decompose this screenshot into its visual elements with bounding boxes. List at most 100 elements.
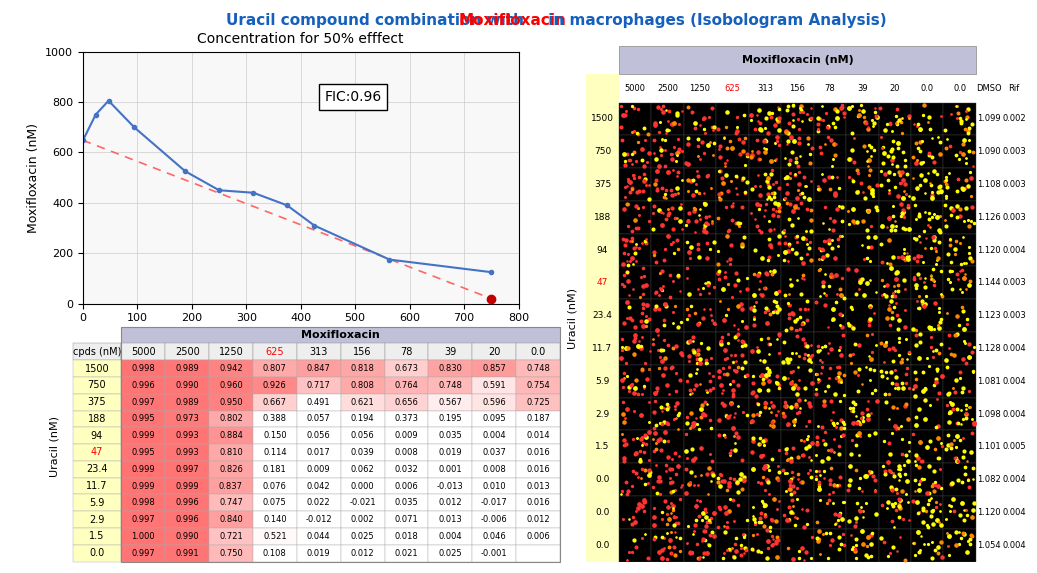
Bar bbox=[516, 410, 560, 427]
Bar bbox=[619, 234, 651, 266]
Text: Rif: Rif bbox=[1008, 84, 1019, 93]
Bar bbox=[121, 528, 165, 545]
Text: 0.018: 0.018 bbox=[394, 532, 418, 541]
Bar bbox=[516, 461, 560, 478]
Bar bbox=[944, 266, 976, 299]
Bar bbox=[253, 444, 297, 461]
Bar bbox=[472, 494, 516, 511]
Text: 313: 313 bbox=[757, 84, 773, 93]
Bar bbox=[683, 463, 717, 496]
Bar bbox=[683, 430, 717, 463]
Text: 0.993: 0.993 bbox=[175, 431, 199, 440]
Bar bbox=[385, 494, 428, 511]
Text: 0.996: 0.996 bbox=[132, 381, 156, 390]
Bar bbox=[340, 545, 385, 562]
Text: 0.950: 0.950 bbox=[219, 398, 243, 407]
Text: 5.9: 5.9 bbox=[89, 498, 105, 508]
Bar bbox=[619, 529, 651, 562]
Bar bbox=[472, 360, 516, 377]
Bar bbox=[165, 360, 209, 377]
Bar bbox=[651, 103, 683, 135]
Text: 78: 78 bbox=[824, 84, 835, 93]
Text: 1.054: 1.054 bbox=[977, 541, 1001, 550]
Bar bbox=[253, 360, 297, 377]
Bar bbox=[781, 135, 814, 168]
Bar bbox=[781, 496, 814, 529]
Bar bbox=[165, 494, 209, 511]
Bar bbox=[846, 365, 878, 398]
Text: cpds (nM): cpds (nM) bbox=[73, 347, 121, 357]
Bar bbox=[340, 528, 385, 545]
Text: 0.008: 0.008 bbox=[394, 448, 418, 457]
Bar bbox=[385, 427, 428, 444]
Bar bbox=[749, 266, 781, 299]
Bar bbox=[814, 463, 846, 496]
Text: 0.004: 0.004 bbox=[1002, 475, 1026, 484]
Bar bbox=[472, 377, 516, 394]
Bar bbox=[73, 394, 121, 410]
Bar bbox=[297, 410, 340, 427]
Text: 0.016: 0.016 bbox=[526, 499, 550, 507]
Bar bbox=[651, 529, 683, 562]
Text: 0.373: 0.373 bbox=[394, 414, 419, 423]
Bar bbox=[749, 365, 781, 398]
Bar bbox=[651, 332, 683, 365]
Bar bbox=[878, 201, 912, 234]
Bar bbox=[73, 343, 121, 360]
Bar bbox=[165, 410, 209, 427]
Text: 0.044: 0.044 bbox=[307, 532, 331, 541]
Text: 0.998: 0.998 bbox=[132, 499, 156, 507]
Bar bbox=[385, 528, 428, 545]
Bar bbox=[472, 444, 516, 461]
Bar bbox=[209, 377, 253, 394]
Text: 23.4: 23.4 bbox=[592, 311, 613, 320]
Bar bbox=[717, 266, 749, 299]
Bar bbox=[944, 529, 976, 562]
Text: 0.003: 0.003 bbox=[1002, 213, 1026, 222]
Bar bbox=[846, 332, 878, 365]
Bar bbox=[297, 478, 340, 494]
Bar bbox=[814, 299, 846, 332]
Bar bbox=[121, 427, 165, 444]
Text: 0.960: 0.960 bbox=[219, 381, 243, 390]
Bar bbox=[749, 398, 781, 430]
Bar bbox=[385, 377, 428, 394]
Bar bbox=[651, 266, 683, 299]
Bar bbox=[878, 168, 912, 201]
Text: 11.7: 11.7 bbox=[86, 481, 108, 491]
Bar bbox=[749, 463, 781, 496]
Text: 0.046: 0.046 bbox=[482, 532, 506, 541]
Bar bbox=[253, 427, 297, 444]
Bar bbox=[121, 343, 165, 360]
Bar bbox=[340, 377, 385, 394]
Bar bbox=[428, 478, 472, 494]
Text: 0.997: 0.997 bbox=[175, 465, 199, 474]
Text: 0.019: 0.019 bbox=[307, 549, 331, 558]
Text: FIC:0.96: FIC:0.96 bbox=[325, 90, 382, 104]
Text: 1.126: 1.126 bbox=[977, 213, 1001, 222]
Bar bbox=[340, 444, 385, 461]
Bar bbox=[749, 496, 781, 529]
Text: 0.818: 0.818 bbox=[351, 364, 374, 373]
Text: 94: 94 bbox=[596, 246, 608, 254]
Bar bbox=[165, 444, 209, 461]
Text: 47: 47 bbox=[596, 278, 608, 288]
Text: 78: 78 bbox=[400, 347, 413, 357]
Text: 0.140: 0.140 bbox=[263, 515, 286, 524]
Bar bbox=[912, 365, 944, 398]
Bar bbox=[428, 343, 472, 360]
Text: 0.491: 0.491 bbox=[307, 398, 331, 407]
Bar bbox=[340, 394, 385, 410]
Text: 1.120: 1.120 bbox=[977, 508, 1001, 517]
Text: 1.000: 1.000 bbox=[132, 532, 156, 541]
Text: 0.0: 0.0 bbox=[530, 347, 545, 357]
Bar bbox=[165, 511, 209, 528]
Bar bbox=[619, 135, 651, 168]
Bar bbox=[121, 478, 165, 494]
Bar bbox=[297, 444, 340, 461]
Bar bbox=[73, 511, 121, 528]
Text: 0.748: 0.748 bbox=[439, 381, 463, 390]
Text: 0.989: 0.989 bbox=[175, 398, 199, 407]
Text: 0.010: 0.010 bbox=[482, 481, 506, 490]
Bar bbox=[428, 545, 472, 562]
